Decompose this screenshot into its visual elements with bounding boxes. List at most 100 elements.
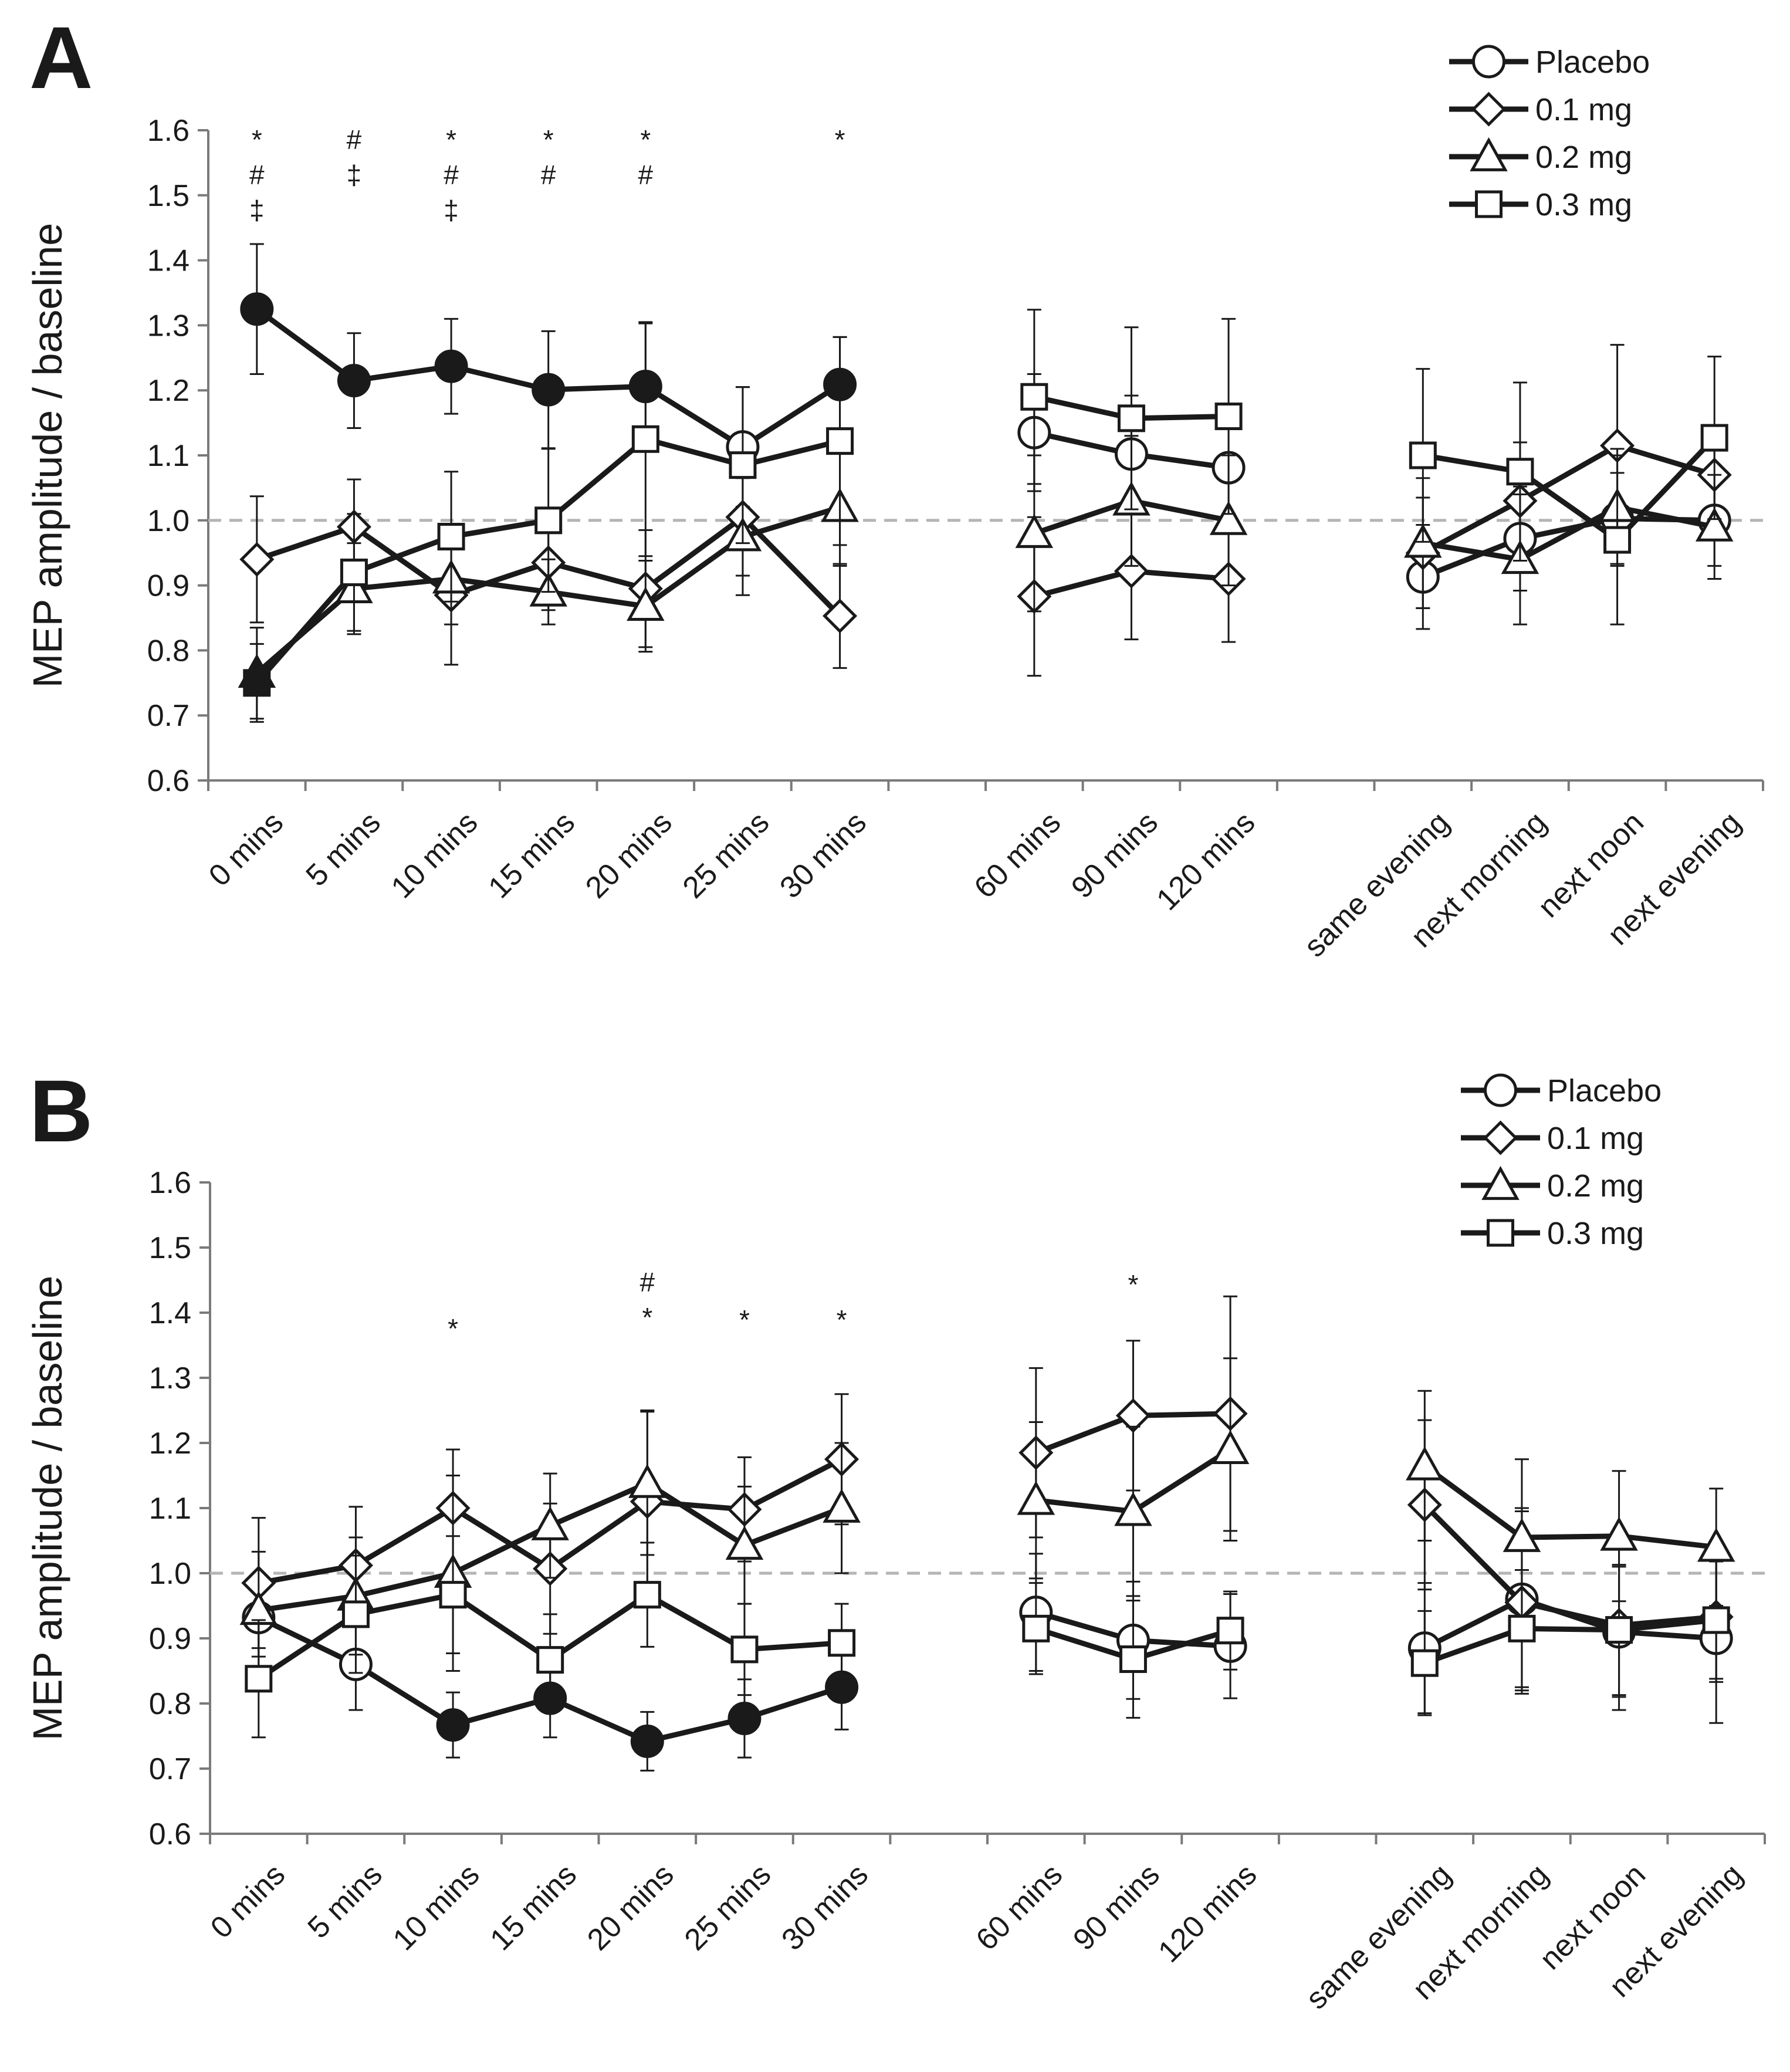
panel-b-series-0-3-mg-marker <box>828 1629 856 1657</box>
panel-a-legend-marker <box>1471 92 1507 127</box>
panel-b-series-0-3-mg-marker <box>439 1581 467 1609</box>
panel-a-legend-label: 0.3 mg <box>1535 187 1632 222</box>
panel-a-series-placebo-marker <box>434 349 468 383</box>
panel-a-series-0-3-mg-marker <box>437 523 465 550</box>
panel-a-legend-item: 0.2 mg <box>1449 137 1632 175</box>
panel-b-series-0-2-mg-marker <box>1600 1516 1638 1551</box>
panel-a-series-0-3-mg-marker <box>1020 383 1048 411</box>
panel-b-y-tick-label: 0.8 <box>149 1687 191 1721</box>
panel-a-significance-mark: # <box>249 160 265 190</box>
panel-a-series-0-3-mg-marker <box>1506 458 1534 486</box>
panel-b-significance-mark: * <box>837 1304 847 1335</box>
panel-a-legend-item: 0.3 mg <box>1449 187 1632 222</box>
panel-a-series-0-3-mg-marker <box>1603 526 1632 554</box>
panel-b-series-0-2-mg-marker <box>1697 1527 1735 1562</box>
panel-a-series-0-3-mg-marker <box>1214 403 1243 431</box>
panel-a-legend-label: 0.2 mg <box>1535 140 1632 175</box>
panel-b-series-0-2-mg-marker <box>531 1506 569 1540</box>
panel-b-legend-label: 0.3 mg <box>1547 1216 1644 1251</box>
panel-a-legend-label: Placebo <box>1535 45 1650 80</box>
panel-b-y-tick-label: 1.0 <box>149 1557 191 1591</box>
panel-a-significance-mark: # <box>444 160 459 190</box>
panel-b-series-0-3-mg-marker <box>1216 1617 1244 1645</box>
panel-a-y-tick-label: 0.6 <box>147 764 190 798</box>
panel-a-significance-mark: * <box>835 124 845 155</box>
panel-b-series-0-2-mg-marker <box>628 1463 666 1498</box>
panel-a-y-tick-label: 0.8 <box>147 634 190 668</box>
panel-b-significance-mark: * <box>448 1313 458 1344</box>
panel-b-series-0-3-mg-marker <box>245 1665 273 1693</box>
panel-a-legend-marker <box>1475 190 1503 218</box>
panel-a-series-0-3-mg-marker <box>826 427 854 455</box>
panel-b-significance-mark: * <box>642 1302 652 1333</box>
panel-b-series-placebo-marker <box>630 1724 664 1758</box>
panel-b-y-tick-label: 0.9 <box>149 1622 191 1656</box>
panel-a-y-tick-label: 1.4 <box>147 244 190 278</box>
panel-a-y-tick-label: 1.0 <box>147 504 190 538</box>
panel-a-y-tick-label: 0.9 <box>147 569 190 603</box>
panel-b-legend-label: 0.1 mg <box>1547 1121 1644 1156</box>
panel-b-series-0-3-mg-marker <box>1508 1614 1536 1642</box>
panel-a-series-0-3-mg-line <box>1422 435 1717 543</box>
panel-b-series-0-3-mg-line <box>1423 1617 1717 1666</box>
panel-a-series-0-2-mg-line <box>1422 505 1715 562</box>
panel-a-significance-mark: ‡ <box>444 195 459 225</box>
panel-b-label: B <box>29 1062 93 1160</box>
panel-a-series-0-3-mg-marker <box>1409 441 1437 469</box>
panel-b-series-0-3-mg-marker <box>1410 1649 1439 1677</box>
panel-a-series-0-3-mg <box>243 309 1728 723</box>
panel-a-y-tick-label: 1.2 <box>147 374 190 408</box>
panel-b-series-0-2-mg-marker <box>1406 1446 1444 1481</box>
panel-a-legend: Placebo 0.1 mg 0.2 mg 0.3 mg <box>1449 45 1650 222</box>
panel-b-series-placebo-marker <box>436 1708 470 1742</box>
panel-a-legend-label: 0.1 mg <box>1535 92 1632 127</box>
panel-b-series-0-2-mg-marker <box>1114 1492 1152 1526</box>
panel-a-series-0-2-mg-marker <box>627 586 665 621</box>
panel-a-legend-item: 0.1 mg <box>1449 92 1632 127</box>
panel-a-series-0-3-mg-marker <box>243 669 271 697</box>
panel-a-series-0-1-mg-marker <box>239 542 275 577</box>
panel-b-y-tick-label: 1.1 <box>149 1492 191 1526</box>
panel-a-series-0-1-mg-marker <box>1114 553 1149 589</box>
panel-b-y-tick-label: 0.7 <box>149 1752 191 1786</box>
panel-a-series-0-3-mg-marker <box>340 558 368 586</box>
panel-a-y-tick-label: 1.6 <box>147 114 190 148</box>
panel-b-series-0-3-mg-marker <box>1605 1616 1633 1644</box>
panel-a-ylabel: MEP amplitude / baseline <box>25 223 70 688</box>
panel-b-series-0-2-mg-marker <box>725 1526 764 1560</box>
panel-a-label: A <box>29 8 93 107</box>
panel-b-legend-item: 0.2 mg <box>1461 1165 1644 1204</box>
panel-b-series-0-3-mg-marker <box>341 1600 370 1628</box>
panel-b-series-0-3-mg <box>245 1535 1730 1739</box>
panel-a-significance-mark: * <box>543 124 554 155</box>
panel-a-series-0-2-mg-marker <box>1015 513 1054 548</box>
panel-a-significance-mark: ‡ <box>347 160 362 190</box>
panel-a-significance-mark: * <box>252 124 262 155</box>
panel-b-series-0-2-mg-marker <box>1017 1481 1055 1515</box>
panel-b-legend-label: 0.2 mg <box>1547 1168 1644 1204</box>
panel-b-y-tick-label: 1.5 <box>149 1231 191 1265</box>
panel-a-series-0-2-mg-marker <box>1209 501 1248 535</box>
panel-a-series-0-2-mg-marker <box>1695 507 1734 542</box>
panel-a-series-0-3-mg-marker <box>534 506 563 535</box>
panel-b-series-0-2-mg-marker <box>1503 1517 1541 1552</box>
panel-a-series-0-3-mg-marker <box>1117 404 1145 432</box>
panel-b-series-0-2-mg-marker <box>1211 1429 1250 1464</box>
panel-a-series-0-1-mg-marker <box>823 599 858 634</box>
panel-a-significance-mark: ‡ <box>249 195 265 225</box>
panel-b-y-tick-label: 1.6 <box>149 1166 191 1200</box>
panel-a-series-0-1-mg-line <box>1422 442 1715 556</box>
panel-b-significance-mark: # <box>640 1267 655 1297</box>
panel-a-series-placebo-marker <box>337 364 371 398</box>
panel-a-y-tick-label: 0.7 <box>147 699 190 733</box>
panel-b-series-0-3-mg-marker <box>1119 1645 1147 1674</box>
panel-b-series-0-1-mg-line <box>1423 1503 1717 1628</box>
panel-a-y-tick-label: 1.1 <box>147 439 190 473</box>
panel-b-legend-marker <box>1481 1165 1520 1200</box>
panel-b-series-0-3-mg-marker <box>536 1646 564 1674</box>
panel-b-legend-item: Placebo <box>1461 1073 1662 1108</box>
panel-b-legend: Placebo 0.1 mg 0.2 mg 0.3 mg <box>1461 1073 1662 1251</box>
panel-a-significance-mark: # <box>541 160 556 190</box>
